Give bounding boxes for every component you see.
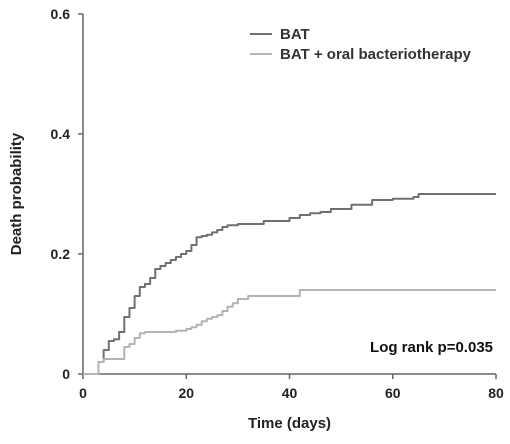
x-tick-label: 40 — [282, 385, 298, 401]
x-tick-label: 80 — [488, 385, 504, 401]
x-axis-title: Time (days) — [248, 415, 331, 432]
log-rank-annotation: Log rank p=0.035 — [370, 339, 493, 356]
x-tick-label: 0 — [79, 385, 87, 401]
y-tick-label: 0.2 — [51, 246, 71, 262]
legend-label: BAT — [280, 26, 310, 43]
x-tick-label: 60 — [385, 385, 401, 401]
legend: BAT BAT + oral bacteriotherapy — [250, 26, 472, 63]
y-tick-label: 0.4 — [51, 126, 71, 142]
series — [83, 193, 496, 375]
y-tick-label: 0 — [62, 366, 70, 382]
legend-label: BAT + oral bacteriotherapy — [280, 46, 472, 63]
series-line-bat — [83, 193, 496, 375]
y-tick-label: 0.6 — [51, 6, 71, 22]
ticks: 0 20 40 60 80 0 0.2 0.4 0.6 — [51, 6, 504, 401]
series-line-bat-oral-bacteriotherapy — [83, 289, 496, 375]
y-axis-title: Death probability — [8, 132, 25, 255]
x-tick-label: 20 — [178, 385, 194, 401]
